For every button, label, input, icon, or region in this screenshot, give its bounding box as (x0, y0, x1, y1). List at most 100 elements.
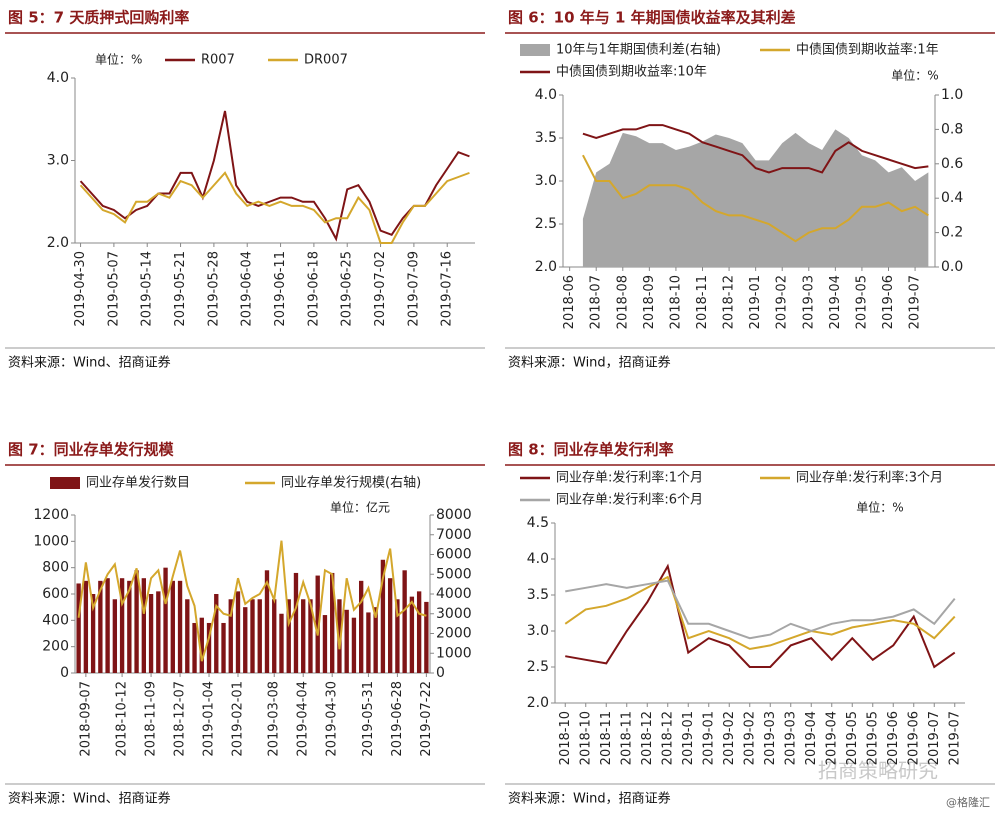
x-tick-label: 2019-04 (824, 711, 839, 765)
bar (76, 583, 81, 673)
y-tick-label: 800 (42, 560, 69, 576)
line (79, 171, 470, 244)
bar (214, 594, 219, 673)
bar (257, 599, 262, 673)
bar (243, 607, 248, 673)
x-tick-label: 2019-05-28 (206, 251, 221, 327)
bar (221, 622, 226, 673)
line (77, 540, 427, 662)
x-tick-label: 2019-01-04 (202, 681, 217, 757)
x-tick-label: 2019-07 (908, 275, 923, 329)
x-tick-label: 2018-12 (722, 275, 737, 329)
legend-label: 同业存单:发行利率:6个月 (556, 492, 703, 508)
x-tick-label: 2018-12-07 (173, 681, 188, 757)
source: 资料来源：Wind，招商证券 (508, 355, 671, 371)
chart-title: 图 6：10 年与 1 年期国债收益率及其利差 (508, 9, 796, 27)
bar (344, 609, 349, 673)
x-tick-label: 2019-02-01 (231, 681, 246, 757)
y2-tick-label: 2000 (436, 626, 472, 642)
bar (250, 599, 255, 673)
source: 资料来源：Wind、招商证券 (8, 355, 171, 371)
y-tick-label: 200 (42, 639, 69, 655)
y2-tick-label: 0.8 (941, 121, 963, 137)
x-tick-label: 2018-07 (589, 275, 604, 329)
x-tick-label: 2019-01 (681, 711, 696, 765)
bar (127, 580, 132, 673)
bar (83, 580, 89, 673)
bar (177, 580, 183, 673)
bar (395, 599, 400, 673)
legend-label: 同业存单发行规模(右轴) (281, 475, 421, 491)
x-tick-label: 2018-11 (599, 711, 614, 765)
chart-title: 图 8：同业存单发行利率 (508, 441, 674, 459)
x-tick-label: 2019-05 (854, 275, 869, 329)
y-tick-label: 3.0 (47, 153, 69, 169)
legend-swatch (50, 477, 80, 489)
y-tick-label: 4.0 (527, 551, 549, 567)
y2-tick-label: 0.0 (941, 259, 963, 275)
y-tick-label: 3.5 (527, 587, 549, 603)
credit: @格隆汇 (946, 795, 990, 809)
y-tick-label: 3.0 (527, 623, 549, 639)
legend-label: 中债国债到期收益率:1年 (796, 42, 939, 58)
y2-tick-label: 0 (436, 665, 445, 681)
bar (373, 607, 378, 673)
x-tick-label: 2019-04 (804, 711, 819, 765)
bar (163, 567, 168, 673)
x-tick-label: 2018-08 (615, 275, 630, 329)
bar (301, 599, 306, 673)
source: 资料来源：Wind，招商证券 (508, 791, 671, 807)
x-tick-label: 2019-07-16 (440, 251, 455, 327)
x-tick-label: 2018-12 (640, 711, 655, 765)
x-tick-label: 2019-01 (701, 711, 716, 765)
x-tick-label: 2019-01 (748, 275, 763, 329)
x-tick-label: 2019-03 (801, 275, 816, 329)
y-tick-label: 4.0 (47, 70, 69, 86)
y2-tick-label: 1000 (436, 645, 472, 661)
x-tick-label: 2019-02 (722, 711, 737, 765)
bar (199, 617, 204, 673)
x-tick-label: 2019-03 (763, 711, 778, 765)
x-tick-label: 2018-06 (562, 275, 577, 329)
y-tick-label: 1200 (33, 507, 69, 523)
line (79, 110, 470, 242)
x-tick-label: 2019-06-18 (306, 251, 321, 327)
y2-tick-label: 0.4 (941, 190, 963, 206)
area (582, 129, 929, 267)
y-tick-label: 4.5 (527, 515, 549, 531)
unit-label: 单位：亿元 (330, 500, 390, 515)
x-tick-label: 2019-06-04 (240, 251, 255, 327)
unit-label: 单位：% (95, 52, 142, 67)
x-tick-label: 2018-09 (642, 275, 657, 329)
bar (387, 578, 393, 673)
x-tick-label: 2018-11-09 (144, 681, 159, 757)
bar (293, 572, 299, 673)
line (582, 154, 929, 243)
bar (330, 572, 335, 673)
legend-label: DR007 (304, 53, 348, 68)
legend-label: R007 (201, 53, 235, 68)
x-tick-label: 2019-06-25 (340, 251, 355, 327)
bar (170, 580, 175, 673)
y2-tick-label: 1.0 (941, 87, 963, 103)
x-tick-label: 2018-11 (695, 275, 710, 329)
legend-swatch (520, 44, 550, 56)
chart-title: 图 7：同业存单发行规模 (8, 441, 175, 459)
y-tick-label: 400 (42, 612, 69, 628)
y-tick-label: 4.0 (535, 87, 557, 103)
x-tick-label: 2018-10-12 (115, 681, 130, 757)
legend-label: 同业存单:发行利率:3个月 (796, 470, 943, 486)
x-tick-label: 2019-04-30 (73, 251, 88, 327)
x-tick-label: 2019-06 (881, 275, 896, 329)
x-tick-label: 2018-11 (619, 711, 634, 765)
bar (286, 599, 291, 673)
bar (272, 599, 277, 673)
x-tick-label: 2019-02 (775, 275, 790, 329)
x-tick-label: 2019-07 (947, 711, 962, 765)
y-tick-label: 0 (60, 665, 69, 681)
bar (366, 612, 371, 673)
line (565, 579, 956, 640)
legend-label: 同业存单发行数目 (86, 475, 190, 491)
x-tick-label: 2019-03 (783, 711, 798, 765)
bar (409, 596, 415, 673)
